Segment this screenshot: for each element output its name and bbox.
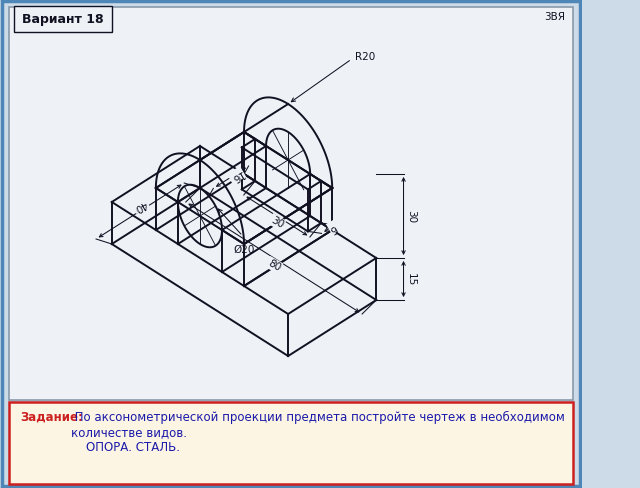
FancyBboxPatch shape [2,2,580,486]
Text: По аксонометрической проекции предмета постройте чертеж в необходимом
количестве: По аксонометрической проекции предмета п… [71,410,564,453]
Text: 40: 40 [132,198,148,213]
FancyBboxPatch shape [13,7,112,33]
Text: 3ВЯ: 3ВЯ [544,12,565,22]
Text: 15: 15 [406,273,416,286]
Text: 16: 16 [228,168,244,183]
Text: Вариант 18: Вариант 18 [22,14,104,26]
Text: 30: 30 [406,210,416,223]
FancyBboxPatch shape [9,402,573,484]
Text: 80: 80 [266,258,282,273]
Text: 6: 6 [328,222,338,234]
Text: 30: 30 [269,215,285,230]
Text: Ø20: Ø20 [233,244,254,255]
Text: R20: R20 [355,52,376,62]
Text: Задание:: Задание: [20,410,83,423]
FancyBboxPatch shape [9,8,573,400]
